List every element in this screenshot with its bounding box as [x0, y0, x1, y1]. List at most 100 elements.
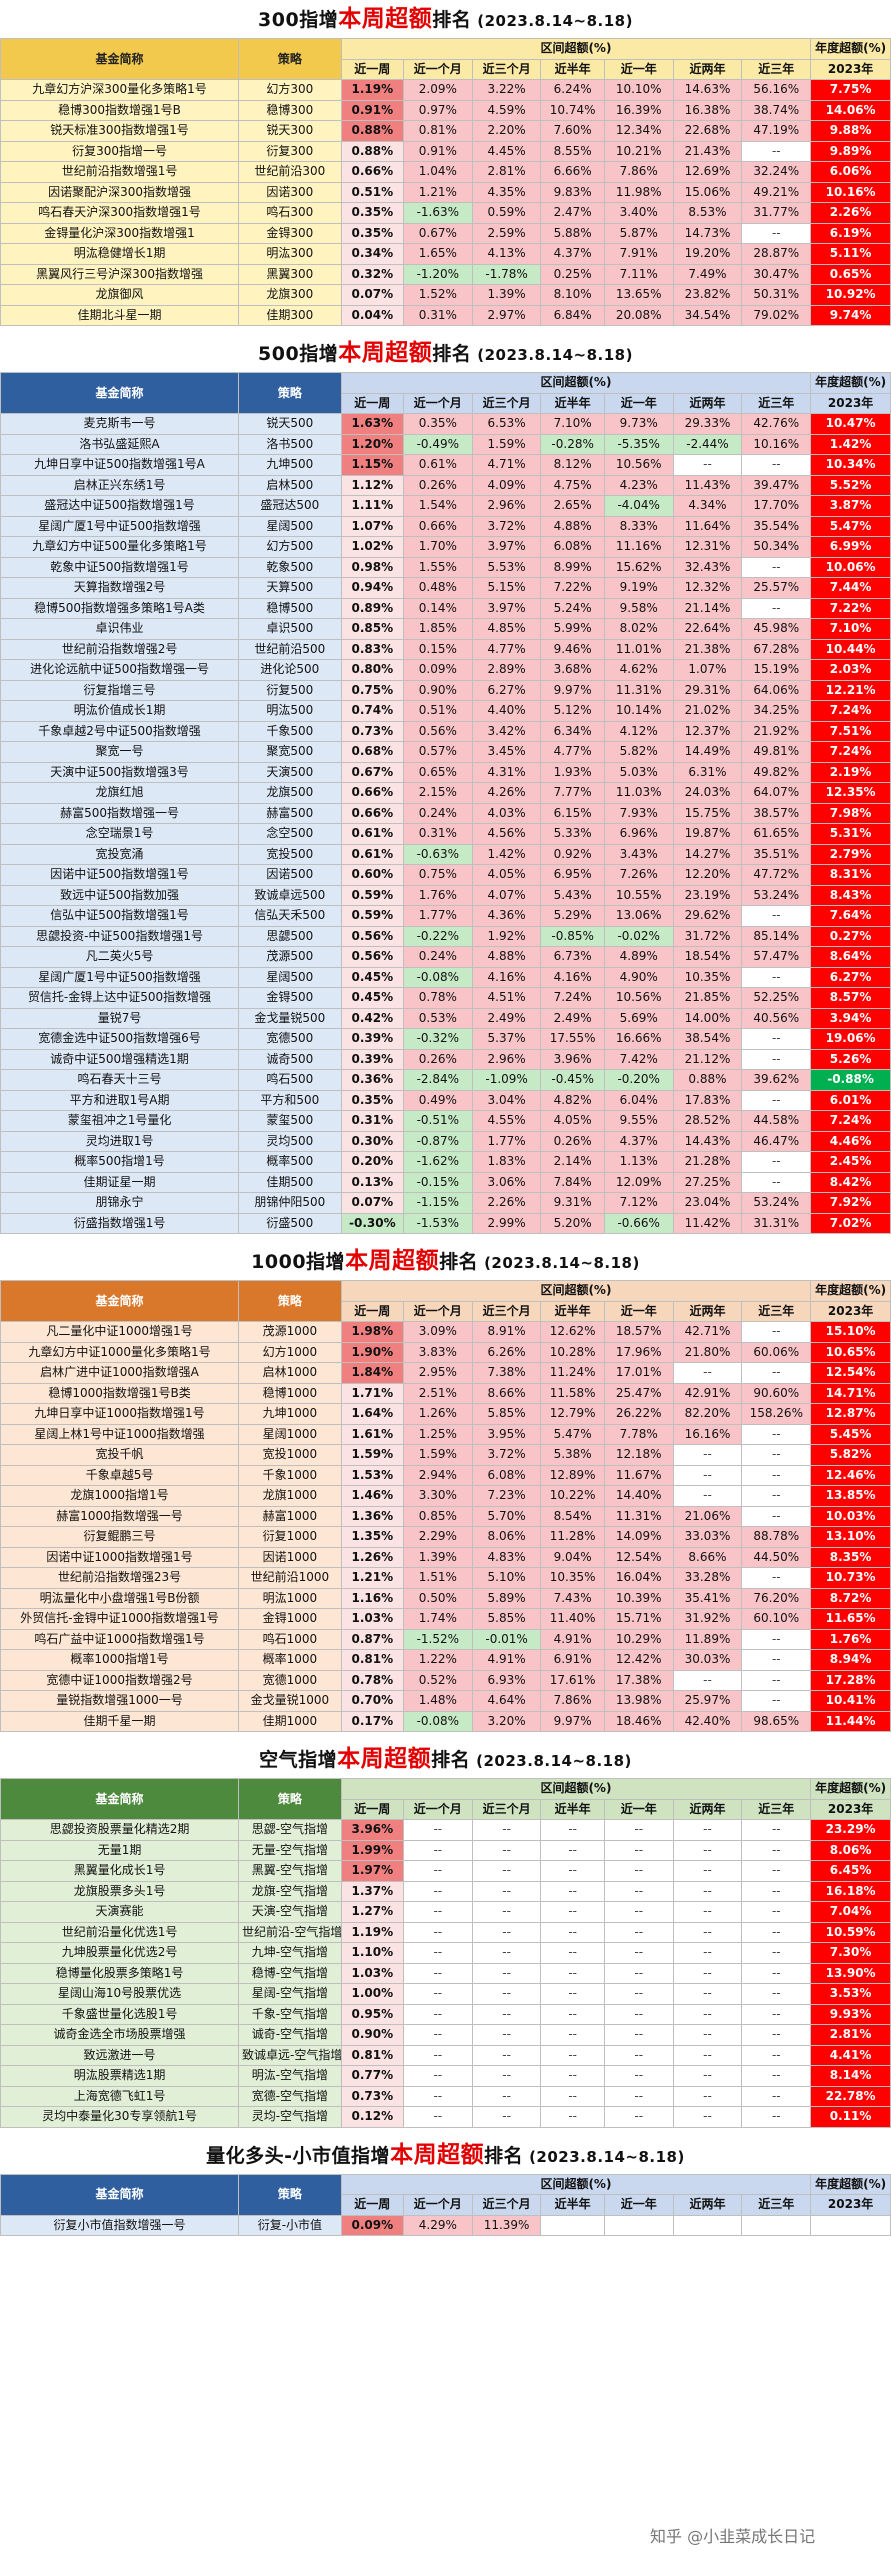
period-excess: 4.77% — [540, 741, 605, 763]
period-excess: -- — [741, 966, 812, 988]
week-excess: 0.94% — [340, 577, 404, 599]
table-row: 稳博300指数增强1号B 稳博300 0.91% 0.97% 4.59% 10.74% 16… — [0, 99, 891, 121]
period-excess: -- — [402, 2085, 473, 2107]
strategy-name: 金戈量锐1000 — [238, 1690, 342, 1712]
fund-name: 洛书弘盛延熙A — [0, 433, 240, 455]
table-row: 宽德中证1000指数增强2号 宽德1000 0.78% 0.52% 6.93% 17.61… — [0, 1669, 891, 1691]
period-excess: -- — [741, 1444, 812, 1466]
week-excess: 0.87% — [340, 1628, 404, 1650]
period-excess: 22.68% — [672, 120, 743, 142]
annual-excess: 10.73% — [810, 1567, 891, 1589]
annual-excess: 8.94% — [810, 1649, 891, 1671]
annual-excess: 8.35% — [810, 1546, 891, 1568]
fund-name: 因诺中证500指数增强1号 — [0, 864, 240, 886]
week-excess: 0.68% — [340, 741, 404, 763]
period-excess: 33.03% — [672, 1526, 743, 1548]
period-excess: -- — [402, 2003, 473, 2025]
strategy-name: 天演-空气指增 — [238, 1901, 342, 1923]
period-excess: -- — [741, 1649, 812, 1671]
title-highlight: 本周超额 — [337, 1746, 432, 1772]
period-excess: -- — [540, 1962, 605, 1984]
period-excess: 1.48% — [402, 1690, 473, 1712]
period-excess: 8.54% — [540, 1505, 605, 1527]
period-excess: 8.33% — [603, 515, 674, 537]
period-excess: 4.09% — [471, 474, 542, 496]
fund-name: 天演中证500指数增强3号 — [0, 761, 240, 783]
period-excess: 3.95% — [471, 1423, 542, 1445]
header-col-6: 近三年 — [741, 2194, 812, 2216]
period-excess: 4.83% — [471, 1546, 542, 1568]
strategy-name: 锐天500 — [238, 413, 342, 435]
period-excess: 0.25% — [540, 263, 605, 285]
period-excess: 16.04% — [603, 1567, 674, 1589]
header-strategy: 策略 — [238, 1778, 342, 1820]
period-excess: -- — [672, 2106, 743, 2128]
period-excess: 1.76% — [402, 884, 473, 906]
period-excess: 4.26% — [471, 782, 542, 804]
period-excess: -- — [741, 1048, 812, 1070]
strategy-name: 乾象500 — [238, 556, 342, 578]
period-excess: 2.29% — [402, 1526, 473, 1548]
table-row: 佳期证星一期 佳期500 0.13% -0.15% 3.06% 7.84% 12.09% 27… — [0, 1171, 891, 1193]
table-row: 思勰投资股票量化精选2期 思勰-空气指增 3.96% -- -- -- -- -- -- 23.2… — [0, 1819, 891, 1841]
fund-name: 龙旗御风 — [0, 284, 240, 306]
period-excess: 2.47% — [540, 202, 605, 224]
period-excess: 7.43% — [540, 1587, 605, 1609]
period-excess: 3.68% — [540, 659, 605, 681]
table-row: 赫富500指数增强一号 赫富500 0.66% 0.24% 4.03% 6.15% 7.93… — [0, 802, 891, 824]
period-excess: -- — [672, 1921, 743, 1943]
strategy-name: 世纪前沿1000 — [238, 1567, 342, 1589]
period-excess: 25.57% — [741, 577, 812, 599]
period-excess: 0.92% — [540, 843, 605, 865]
period-excess: 6.24% — [540, 79, 605, 101]
period-excess: -- — [672, 2024, 743, 2046]
title-highlight: 本周超额 — [390, 2141, 485, 2168]
period-excess: 1.21% — [402, 181, 473, 203]
week-excess: 0.83% — [340, 638, 404, 660]
watermark: 知乎 @小韭菜成长日记 — [650, 2527, 816, 2546]
header-col-3: 近半年 — [540, 392, 605, 414]
table-row: 凡二英火5号 茂源500 0.56% 0.24% 4.88% 6.73% 4.89% 18.5… — [0, 946, 891, 968]
period-excess: 6.15% — [540, 802, 605, 824]
period-excess: -- — [741, 1860, 812, 1882]
annual-excess: 9.89% — [810, 140, 891, 162]
table-row: 上海宽德飞虹1号 宽德-空气指增 0.73% -- -- -- -- -- -- 22.78% — [0, 2085, 891, 2107]
annual-excess: 11.44% — [810, 1710, 891, 1732]
period-excess: 4.75% — [540, 474, 605, 496]
fund-name: 稳博1000指数增强1号B类 — [0, 1382, 240, 1404]
strategy-name: 致诚卓远-空气指增 — [238, 2044, 342, 2066]
fund-name: 外贸信托-金锝中证1000指数增强1号 — [0, 1608, 240, 1630]
week-excess: 0.73% — [340, 2085, 404, 2107]
week-excess: 1.63% — [340, 413, 404, 435]
period-excess: 34.54% — [672, 304, 743, 326]
period-excess: 15.19% — [741, 659, 812, 681]
period-excess: 1.42% — [471, 843, 542, 865]
title-date: (2023.8.14~8.18) — [484, 1254, 640, 1272]
period-excess: -- — [402, 1921, 473, 1943]
annual-excess: 10.59% — [810, 1921, 891, 1943]
period-excess: 31.77% — [741, 202, 812, 224]
strategy-name: 稳博-空气指增 — [238, 1962, 342, 1984]
fund-name: 赫富500指数增强一号 — [0, 802, 240, 824]
period-excess: 50.31% — [741, 284, 812, 306]
period-excess: -- — [540, 1942, 605, 1964]
period-excess: -- — [741, 1171, 812, 1193]
header-col-0: 近一周 — [340, 1300, 404, 1322]
strategy-name: 朋锦仲阳500 — [238, 1192, 342, 1214]
week-excess: 1.97% — [340, 1860, 404, 1882]
period-excess: -- — [471, 1962, 542, 1984]
period-excess: 9.58% — [603, 597, 674, 619]
table-row: 卓识伟业 卓识500 0.85% 1.85% 4.85% 5.99% 8.02% 22.64%… — [0, 618, 891, 640]
period-excess: 11.24% — [540, 1362, 605, 1384]
period-excess: -- — [603, 2106, 674, 2128]
fund-name: 因诺聚配沪深300指数增强 — [0, 181, 240, 203]
period-excess: -- — [741, 556, 812, 578]
annual-excess: 23.29% — [810, 1819, 891, 1841]
period-excess: -0.08% — [402, 966, 473, 988]
strategy-name: 茂源1000 — [238, 1321, 342, 1343]
table-row: 因诺聚配沪深300指数增强 因诺300 0.51% 1.21% 4.35% 9.83% 11… — [0, 181, 891, 203]
period-excess: 31.72% — [672, 925, 743, 947]
header-col-5: 近两年 — [672, 1798, 743, 1820]
header-col-5: 近两年 — [672, 392, 743, 414]
annual-excess: 11.65% — [810, 1608, 891, 1630]
